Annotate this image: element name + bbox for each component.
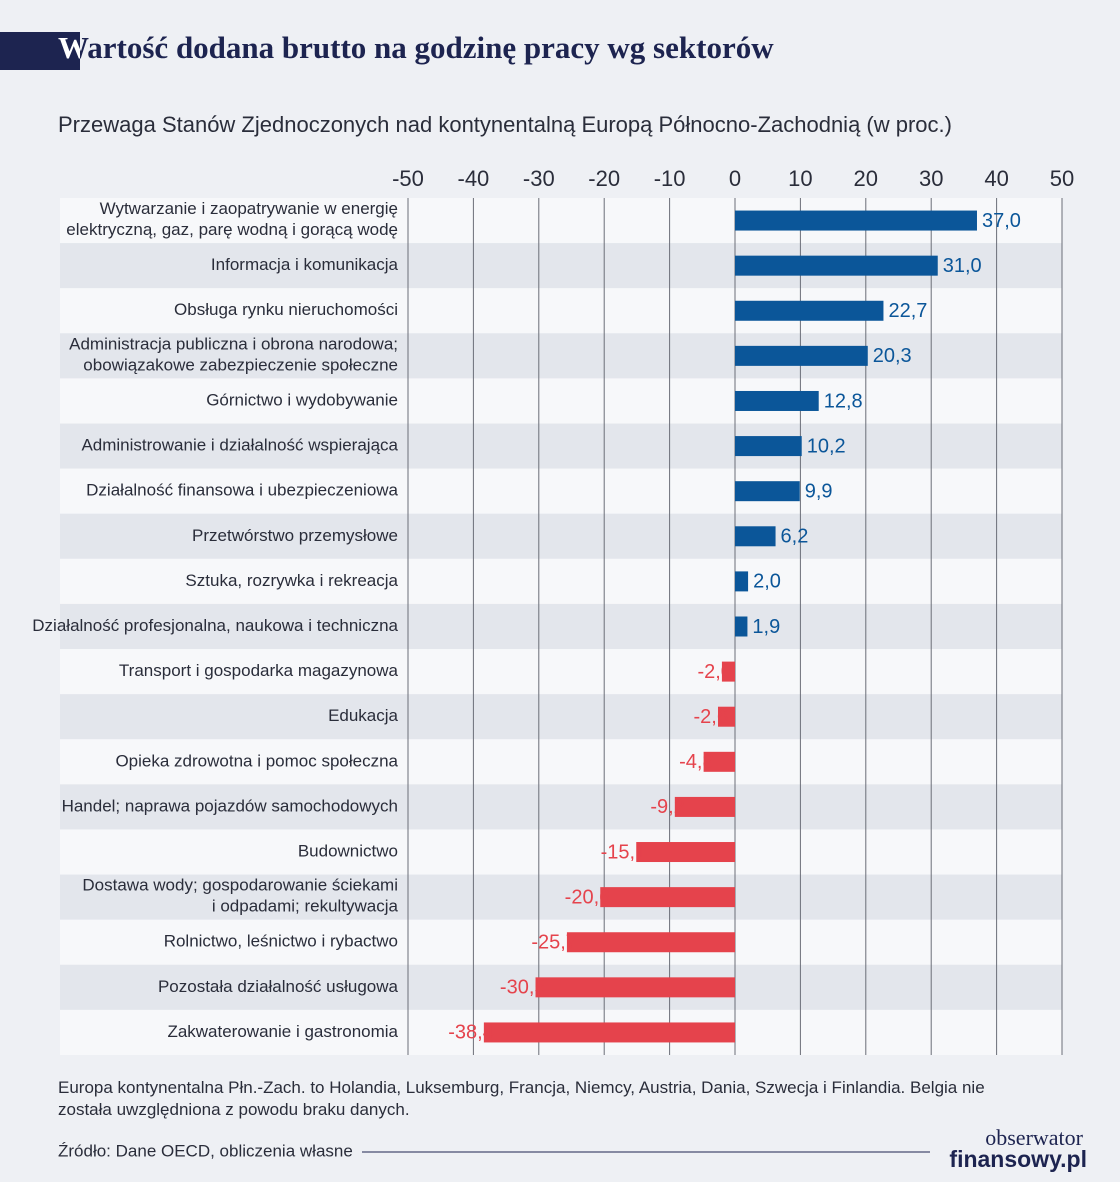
category-label: Budownictwo xyxy=(298,842,398,861)
category-label: Górnictwo i wydobywanie xyxy=(206,390,398,409)
row-band xyxy=(60,333,1062,379)
value-label: 22,7 xyxy=(888,300,927,322)
category-label: Działalność profesjonalna, naukowa i tec… xyxy=(32,616,398,635)
logo-top: obserwator xyxy=(985,1125,1083,1150)
category-label: Działalność finansowa i ubezpieczeniowa xyxy=(86,481,398,500)
value-label: 1,9 xyxy=(752,616,780,638)
value-label: -20,6 xyxy=(565,886,611,908)
row-band xyxy=(60,468,1062,514)
category-label: Administrowanie i działalność wspierając… xyxy=(81,436,398,455)
x-tick-label: 50 xyxy=(1050,166,1074,191)
bar xyxy=(735,436,802,457)
source: Źródło: Dane OECD, obliczenia własne xyxy=(58,1141,353,1160)
bar xyxy=(735,481,800,502)
bar xyxy=(735,255,938,276)
bar xyxy=(735,210,977,231)
value-label: -38,4 xyxy=(448,1022,494,1044)
x-tick-label: -50 xyxy=(392,166,424,191)
row-band xyxy=(60,919,1062,965)
bar xyxy=(735,571,749,592)
value-label: 2,0 xyxy=(753,571,781,593)
footnote: Europa kontynentalna Płn.-Zach. to Holan… xyxy=(58,1078,985,1119)
row-band xyxy=(60,288,1062,334)
bar xyxy=(721,661,735,682)
row-band xyxy=(60,423,1062,469)
category-label: Obsługa rynku nieruchomości xyxy=(174,300,398,319)
x-tick-label: -40 xyxy=(458,166,490,191)
category-label: Transport i gospodarka magazynowa xyxy=(119,661,399,680)
bar xyxy=(735,526,776,547)
bar xyxy=(735,616,748,637)
bar xyxy=(717,706,735,727)
category-label: Pozostała działalność usługowa xyxy=(158,977,399,996)
row-band xyxy=(60,694,1062,740)
value-label: 31,0 xyxy=(943,255,982,277)
category-label: Przetwórstwo przemysłowe xyxy=(192,526,398,545)
bar xyxy=(735,390,819,411)
row-band xyxy=(60,829,1062,875)
title-block xyxy=(0,32,80,70)
category-label: Edukacja xyxy=(328,706,398,725)
bar xyxy=(535,977,735,998)
value-label: -4,8 xyxy=(679,751,713,773)
bar xyxy=(703,751,735,772)
row-band xyxy=(60,739,1062,785)
logo-bottom: finansowy.pl xyxy=(949,1146,1087,1172)
x-tick-label: 30 xyxy=(919,166,943,191)
row-band xyxy=(60,513,1062,559)
category-label: Rolnictwo, leśnictwo i rybactwo xyxy=(164,932,398,951)
bar xyxy=(735,300,884,321)
x-tick-label: 0 xyxy=(729,166,741,191)
bar xyxy=(600,887,735,908)
plot: -50 -40 -30 -20 -10 0 10 20 30 40 50 Wytwarzanie i … xyxy=(32,166,1074,1055)
row-band xyxy=(60,558,1062,604)
category-label: Administracja publiczna i obrona narodow… xyxy=(69,335,398,375)
x-tick-label: -10 xyxy=(654,166,686,191)
x-tick-label: 40 xyxy=(984,166,1008,191)
x-tick-label: 10 xyxy=(788,166,812,191)
bar xyxy=(735,345,868,366)
category-label: Zakwaterowanie i gastronomia xyxy=(167,1022,398,1041)
category-label: Opieka zdrowotna i pomoc społeczna xyxy=(115,751,398,770)
category-label: Dostawa wody; gospodarowanie ściekami i o… xyxy=(82,876,398,916)
value-label: 10,2 xyxy=(807,435,846,457)
x-tick-label: -20 xyxy=(588,166,620,191)
category-label: Informacja i komunikacja xyxy=(211,255,399,274)
value-label: -2,6 xyxy=(694,706,728,728)
category-label: Handel; naprawa pojazdów samochodowych xyxy=(62,796,398,815)
value-label: -30,5 xyxy=(500,977,546,999)
row-band xyxy=(60,874,1062,920)
value-label: 6,2 xyxy=(781,526,809,548)
value-label: 37,0 xyxy=(982,210,1021,232)
value-label: 20,3 xyxy=(873,345,912,367)
value-label: -25,7 xyxy=(531,932,577,954)
row-band xyxy=(60,649,1062,695)
x-tick-label: 20 xyxy=(854,166,878,191)
bar xyxy=(483,1022,735,1043)
value-label: 9,9 xyxy=(805,480,833,502)
x-tick-label: -30 xyxy=(523,166,555,191)
value-label: -15,1 xyxy=(601,841,647,863)
chart-subtitle: Przewaga Stanów Zjednoczonych nad kontyn… xyxy=(58,112,952,137)
row-band xyxy=(60,784,1062,830)
value-label: -9,2 xyxy=(650,796,684,818)
category-label: Sztuka, rozrywka i rekreacja xyxy=(185,571,398,590)
value-label: -2,0 xyxy=(697,661,731,683)
bar xyxy=(566,932,735,953)
value-label: 12,8 xyxy=(824,390,863,412)
chart-title: Wartość dodana brutto na godzinę pracy w… xyxy=(58,30,774,65)
bar xyxy=(674,796,735,817)
row-band xyxy=(60,603,1062,650)
bar xyxy=(636,842,735,863)
category-label: Wytwarzanie i zaopatrywanie w energię ele… xyxy=(66,200,398,240)
row-band xyxy=(60,378,1062,424)
